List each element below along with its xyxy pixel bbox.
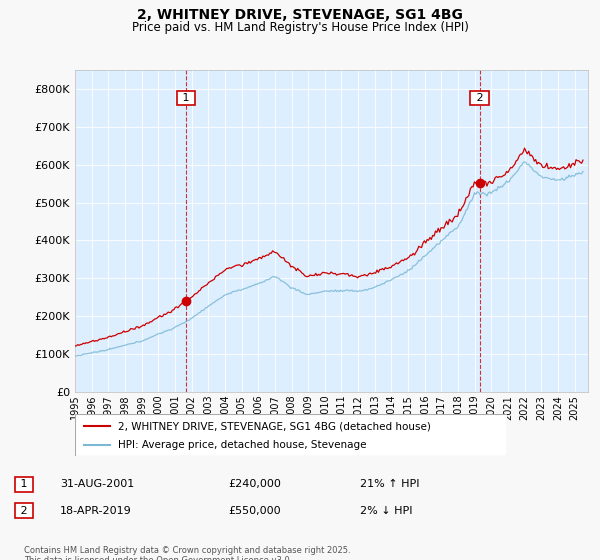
Text: 2, WHITNEY DRIVE, STEVENAGE, SG1 4BG: 2, WHITNEY DRIVE, STEVENAGE, SG1 4BG <box>137 8 463 22</box>
Text: HPI: Average price, detached house, Stevenage: HPI: Average price, detached house, Stev… <box>118 440 367 450</box>
Text: £550,000: £550,000 <box>228 506 281 516</box>
Text: 1: 1 <box>17 479 31 489</box>
Text: 1: 1 <box>179 93 193 102</box>
Text: £240,000: £240,000 <box>228 479 281 489</box>
Text: 21% ↑ HPI: 21% ↑ HPI <box>360 479 419 489</box>
FancyBboxPatch shape <box>75 414 507 456</box>
Text: Price paid vs. HM Land Registry's House Price Index (HPI): Price paid vs. HM Land Registry's House … <box>131 21 469 34</box>
Text: 2% ↓ HPI: 2% ↓ HPI <box>360 506 413 516</box>
Text: 2: 2 <box>17 506 31 516</box>
Text: Contains HM Land Registry data © Crown copyright and database right 2025.
This d: Contains HM Land Registry data © Crown c… <box>24 546 350 560</box>
Text: 2, WHITNEY DRIVE, STEVENAGE, SG1 4BG (detached house): 2, WHITNEY DRIVE, STEVENAGE, SG1 4BG (de… <box>118 421 431 431</box>
Text: 2: 2 <box>473 93 487 102</box>
Text: 31-AUG-2001: 31-AUG-2001 <box>60 479 134 489</box>
Text: 18-APR-2019: 18-APR-2019 <box>60 506 132 516</box>
